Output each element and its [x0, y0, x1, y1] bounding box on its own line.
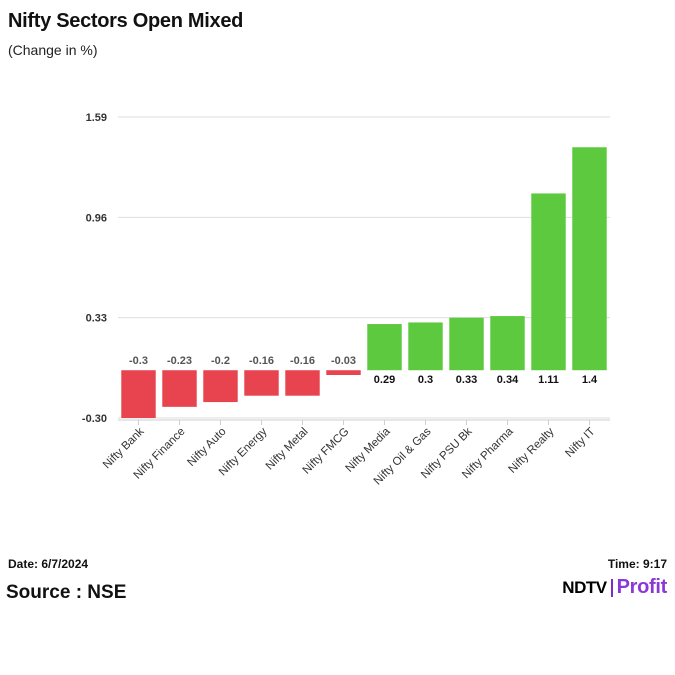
date-label: Date: 6/7/2024	[8, 557, 89, 571]
data-label: -0.16	[249, 355, 274, 367]
ndtv-profit-logo: NDTV Profit	[562, 576, 667, 599]
data-label: -0.03	[331, 355, 356, 367]
y-tick-label: -0.30	[82, 413, 107, 425]
bar	[572, 147, 607, 371]
time-label: Time: 9:17	[607, 557, 667, 571]
logo-profit-text: Profit	[616, 576, 668, 598]
bar	[449, 317, 484, 371]
data-label: -0.16	[290, 355, 315, 367]
data-label: 0.3	[418, 374, 433, 386]
chart-title: Nifty Sectors Open Mixed	[8, 10, 244, 32]
data-label: 1.4	[582, 374, 598, 386]
y-tick-label: 0.96	[86, 212, 107, 224]
source-label: Source : NSE	[6, 582, 127, 603]
bar	[121, 370, 156, 418]
data-label: 0.33	[456, 374, 477, 386]
bar	[490, 316, 525, 371]
bar	[244, 370, 279, 396]
data-label: -0.2	[211, 355, 230, 367]
bar	[162, 370, 197, 407]
data-label: 0.29	[374, 374, 395, 386]
logo-divider	[610, 578, 613, 597]
logo-ndtv-text: NDTV	[562, 577, 607, 597]
bar	[367, 324, 402, 371]
bar	[531, 193, 566, 371]
data-label: 1.11	[538, 374, 559, 386]
data-label: -0.23	[167, 355, 192, 367]
data-label: -0.3	[129, 355, 148, 367]
x-tick-label: Nifty Auto	[185, 426, 228, 469]
y-tick-label: 1.59	[86, 112, 107, 124]
chart-subtitle: (Change in %)	[8, 42, 98, 58]
bar	[326, 370, 361, 375]
bar	[408, 322, 443, 371]
x-tick-label: Nifty IT	[563, 426, 597, 460]
bar	[285, 370, 320, 396]
data-label: 0.34	[497, 374, 519, 386]
bar	[203, 370, 238, 403]
y-tick-label: 0.33	[86, 313, 107, 325]
